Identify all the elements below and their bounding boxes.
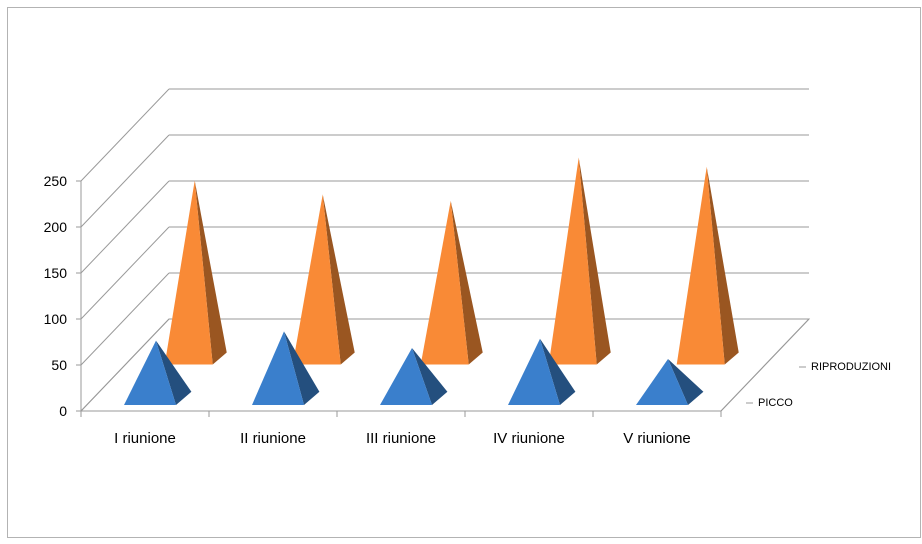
x-category-label: I riunione [114, 430, 176, 447]
gridline-side [80, 318, 170, 412]
y-tick-label: 0 [59, 403, 67, 419]
pyramid-side [450, 200, 483, 365]
pyramid-side [706, 166, 739, 365]
pyramid-side [194, 180, 227, 365]
pyramid-front [124, 340, 176, 405]
gridline-side [80, 180, 170, 274]
y-tick-label: 250 [44, 173, 68, 189]
depth-axis-line [720, 318, 810, 412]
gridline-side [80, 88, 170, 182]
gridline-side [80, 134, 170, 228]
pyramid-side [322, 194, 355, 365]
pyramid-side [540, 338, 576, 405]
pyramid-front [636, 359, 688, 405]
chart-frame: 0 50 100 150 200 250 I riunione II riunione III … [7, 7, 921, 538]
pyramid-front [508, 338, 560, 405]
y-tick-label: 100 [44, 311, 68, 327]
series-depth-label: RIPRODUZIONI [811, 361, 891, 373]
x-category-label: IV riunione [493, 430, 565, 447]
pyramid-front [380, 347, 432, 405]
pyramid-front [292, 194, 341, 365]
x-category-label: II riunione [240, 430, 306, 447]
y-tick-label: 200 [44, 219, 68, 235]
pyramid-front [252, 331, 304, 405]
series-depth-label: PICCO [758, 397, 793, 409]
pyramid-front [676, 166, 725, 365]
gridline-side [80, 272, 170, 366]
gridline-side [80, 226, 170, 320]
pyramid-side [284, 331, 320, 405]
pyramid-front [164, 180, 213, 365]
x-category-label: V riunione [623, 430, 691, 447]
pyramid-side [578, 157, 611, 365]
pyramid-chart: 0 50 100 150 200 250 I riunione II riunione III … [44, 88, 891, 447]
pyramid-front [548, 157, 597, 365]
x-category-label: III riunione [366, 430, 436, 447]
pyramid-side [156, 340, 192, 405]
pyramid-front [420, 200, 469, 365]
y-tick-label: 150 [44, 265, 68, 281]
pyramid-side [668, 359, 704, 405]
pyramid-side [412, 347, 448, 405]
y-tick-label: 50 [51, 357, 67, 373]
